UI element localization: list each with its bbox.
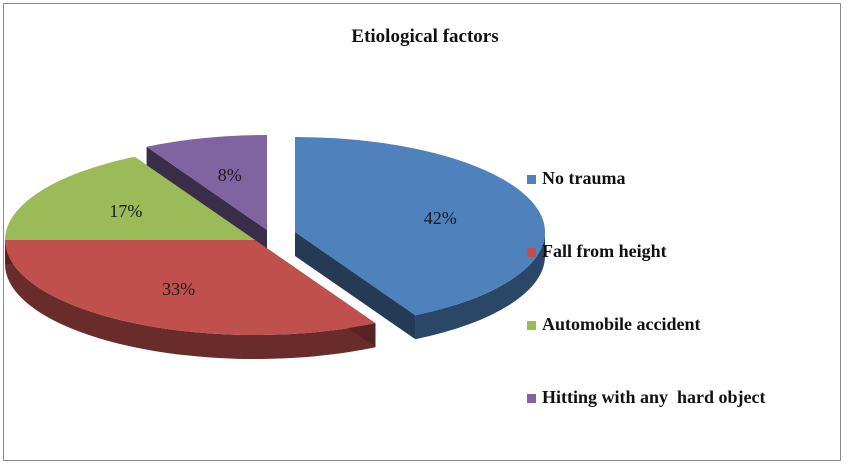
slice-label-3: 8%: [218, 165, 242, 185]
slice-cut-0-1: [295, 232, 416, 340]
legend-swatch-1: [527, 248, 536, 257]
slice-wall-1: [5, 240, 376, 360]
slice-cut-3-0: [146, 146, 267, 254]
legend: No trauma Fall from height Automobile acci…: [527, 168, 766, 407]
chart-title: Etiological factors: [351, 26, 498, 47]
legend-label-1: Fall from height: [542, 241, 667, 261]
legend-swatch-2: [527, 321, 536, 330]
pie-slice-2: [5, 156, 255, 240]
legend-label-0: No trauma: [542, 168, 626, 188]
slice-wall-0: [415, 232, 545, 340]
pie-slice-0: [295, 137, 546, 316]
legend-swatch-0: [527, 175, 536, 184]
pie-layer: 42% 33% 17% 8%: [5, 135, 546, 360]
slice-label-2: 17%: [109, 201, 142, 221]
legend-label-3: Hitting with any hard object: [542, 387, 766, 407]
slice-label-1: 33%: [162, 279, 195, 299]
pie-slice-1: [5, 240, 376, 336]
pie-slice-3: [146, 135, 267, 230]
legend-label-2: Automobile accident: [542, 314, 700, 334]
legend-swatch-3: [527, 394, 536, 403]
slice-label-0: 42%: [424, 208, 457, 228]
